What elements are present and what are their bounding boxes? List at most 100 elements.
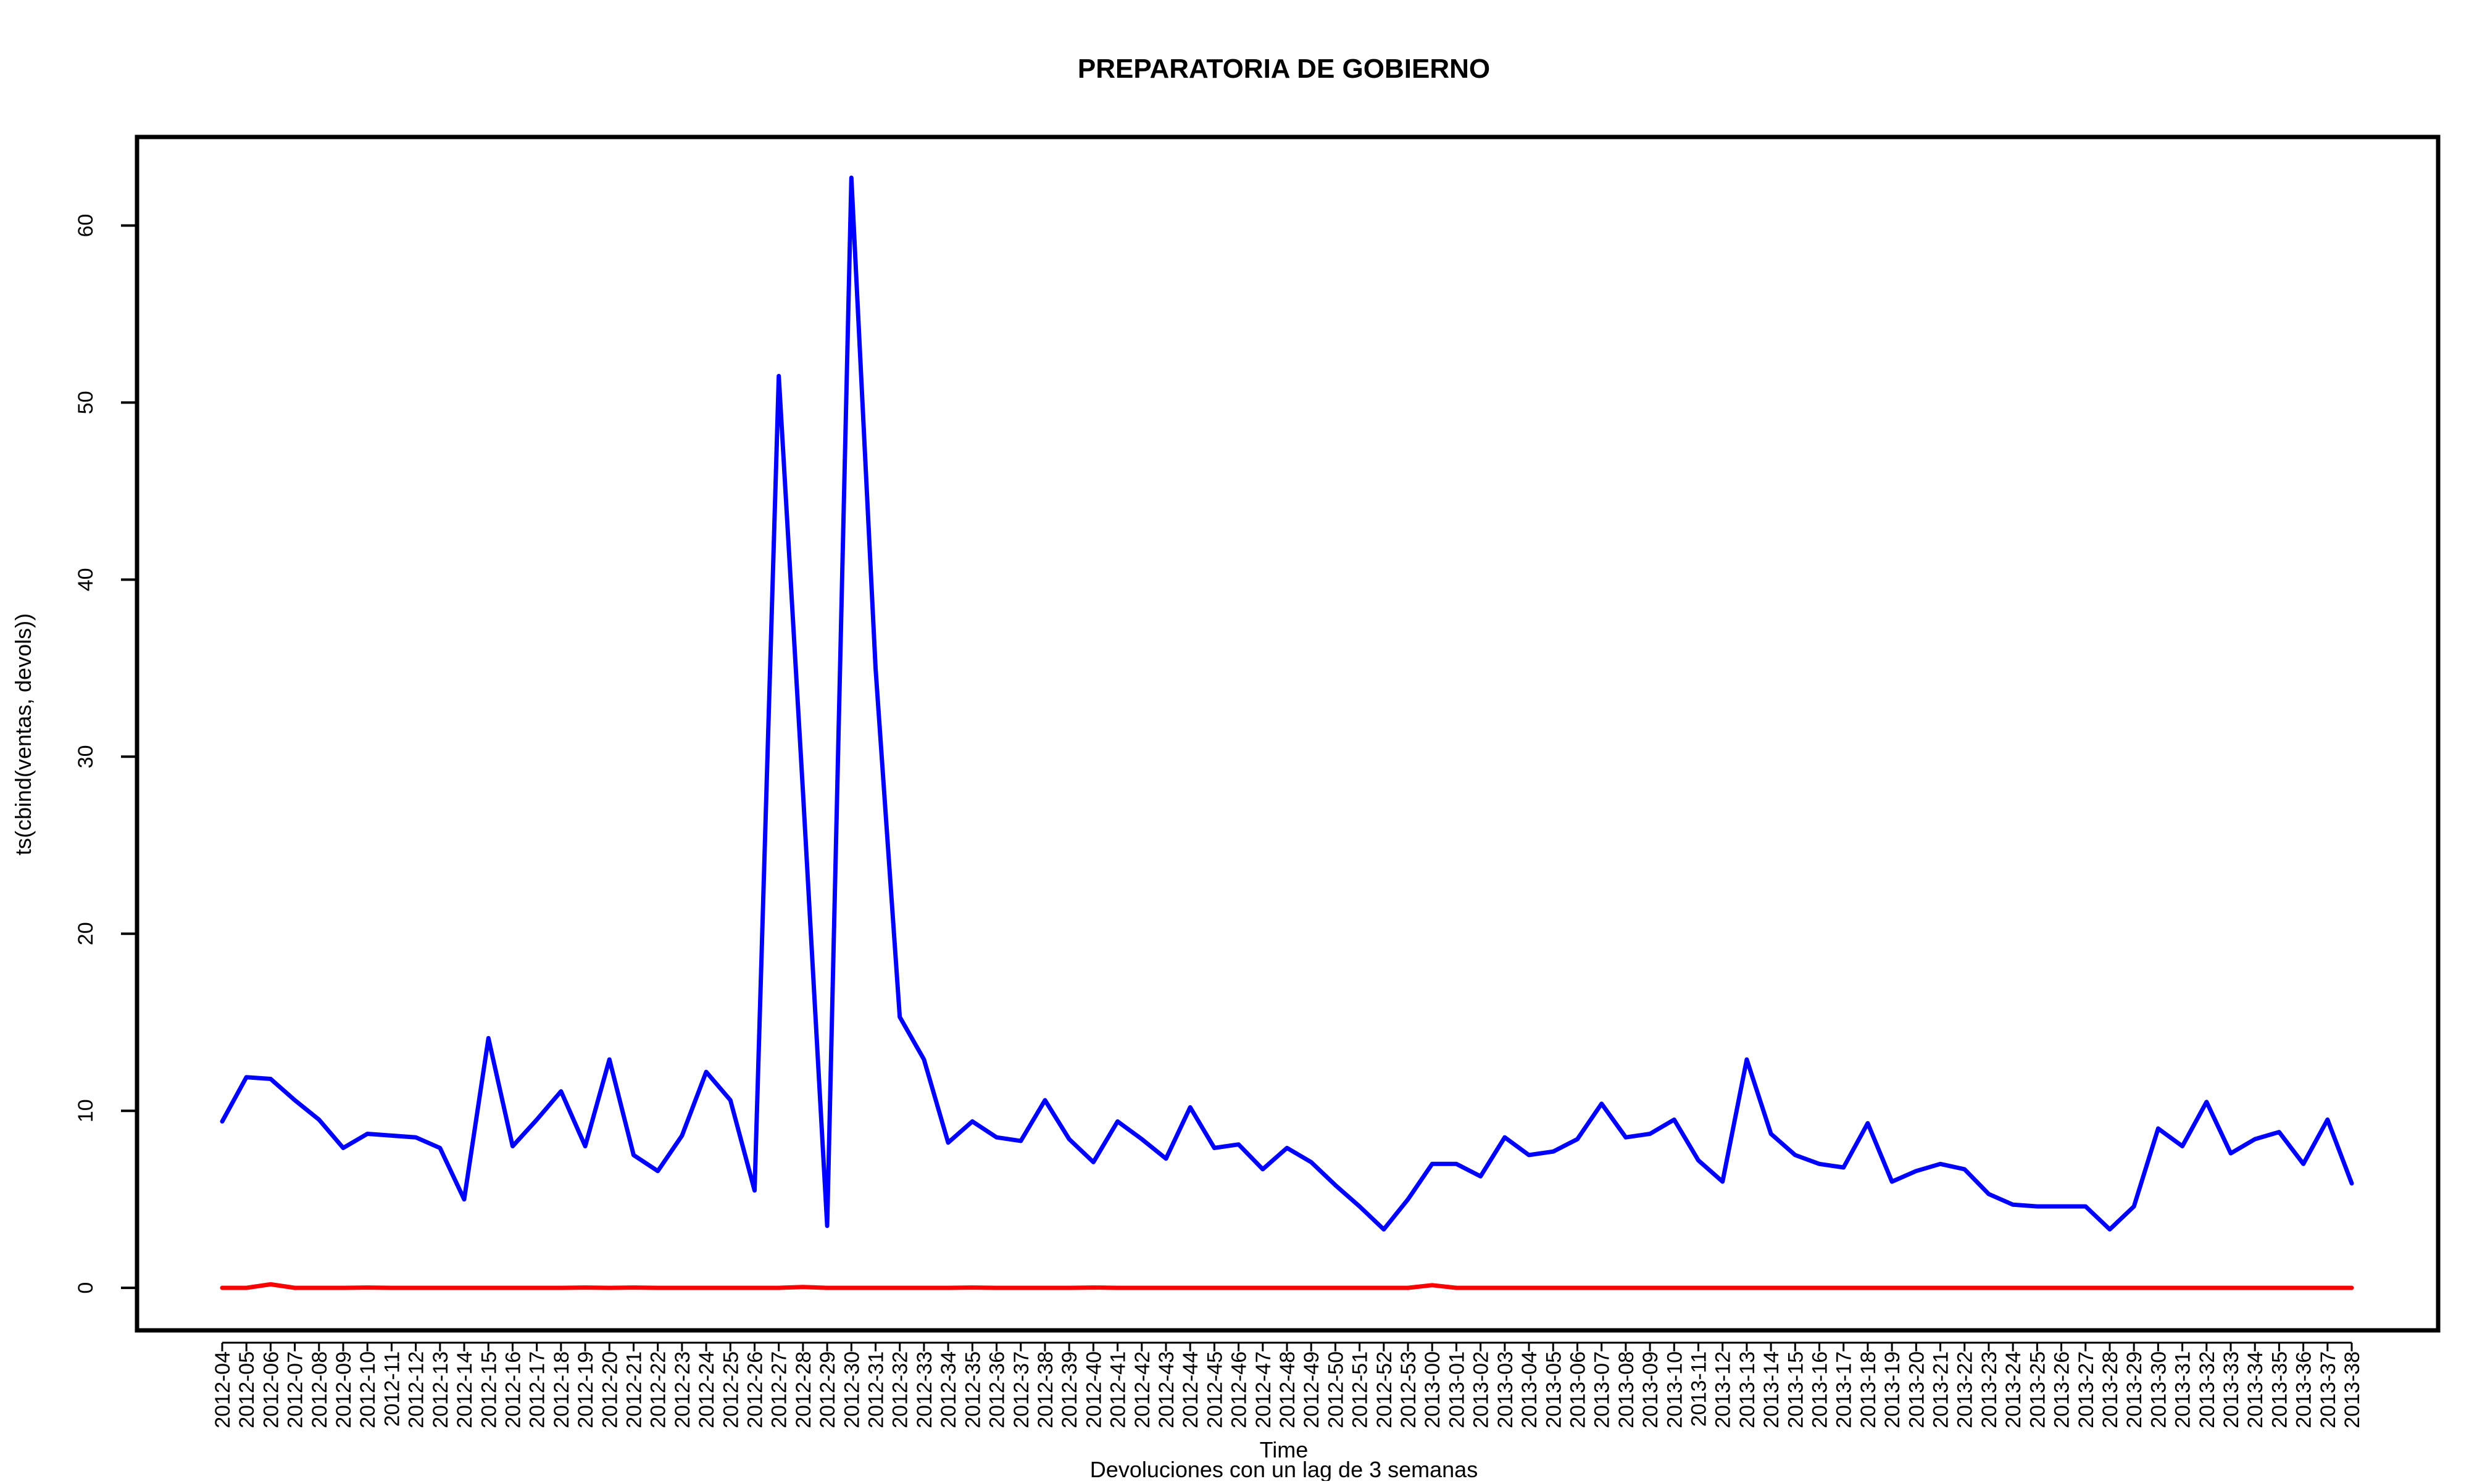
x-tick-label: 2012-08	[308, 1351, 331, 1428]
y-tick-label: 30	[74, 745, 98, 768]
x-tick-label: 2012-07	[284, 1351, 307, 1428]
x-tick-label: 2013-19	[1881, 1351, 1904, 1428]
y-axis: 0 10 20 30 40 50 60	[74, 214, 137, 1294]
x-tick-label: 2013-23	[1978, 1351, 2001, 1428]
x-tick-label: 2012-10	[356, 1351, 380, 1428]
x-tick-label: 2012-34	[937, 1351, 960, 1428]
x-tick-label: 2013-28	[2099, 1351, 2122, 1428]
x-tick-label: 2013-26	[2051, 1351, 2074, 1428]
y-tick-label: 10	[74, 1099, 98, 1122]
x-tick-label: 2012-06	[259, 1351, 283, 1428]
x-tick-label: 2012-22	[647, 1351, 670, 1428]
x-tick-label: 2012-48	[1276, 1351, 1299, 1428]
x-tick-label: 2012-37	[1010, 1351, 1033, 1428]
x-tick-label: 2013-16	[1809, 1351, 1832, 1428]
x-tick-label: 2013-33	[2220, 1351, 2243, 1428]
x-tick-label: 2013-25	[2026, 1351, 2049, 1428]
series-line-1	[220, 175, 2354, 1232]
x-tick-label: 2012-29	[816, 1351, 839, 1428]
x-tick-label: 2012-50	[1324, 1351, 1347, 1428]
x-tick-label: 2012-18	[550, 1351, 573, 1428]
x-tick-label: 2012-35	[961, 1351, 985, 1428]
x-tick-label: 2013-10	[1663, 1351, 1686, 1428]
chart-caption: Devoluciones con un lag de 3 semanas	[1090, 1457, 1478, 1481]
x-tick-label: 2013-31	[2171, 1351, 2195, 1428]
x-tick-label: 2012-45	[1203, 1351, 1226, 1428]
x-tick-label: 2012-15	[477, 1351, 501, 1428]
x-tick-label: 2012-09	[332, 1351, 356, 1428]
x-tick-label: 2013-01	[1445, 1351, 1468, 1428]
x-tick-label: 2013-11	[1687, 1351, 1710, 1427]
y-axis-label: ts(cbind(ventas, devols))	[10, 613, 36, 855]
x-tick-label: 2012-20	[598, 1351, 622, 1428]
x-tick-label: 2012-28	[792, 1351, 815, 1428]
x-axis: 2012-04 2012-05 2012-06 2012-07 2012-08 2012-…	[211, 1341, 2364, 1428]
x-tick-label: 2013-30	[2147, 1351, 2170, 1428]
x-tick-label: 2012-32	[889, 1351, 912, 1428]
x-tick-label: 2012-40	[1082, 1351, 1105, 1428]
x-tick-label: 2013-37	[2317, 1351, 2340, 1428]
x-tick-label: 2013-18	[1857, 1351, 1880, 1428]
x-tick-label: 2012-47	[1252, 1351, 1275, 1428]
y-tick-label: 0	[74, 1282, 98, 1294]
x-tick-label: 2013-08	[1615, 1351, 1638, 1428]
x-tick-label: 2012-21	[622, 1351, 646, 1428]
x-tick-label: 2012-36	[986, 1351, 1009, 1428]
x-tick-label: 2012-14	[453, 1351, 477, 1428]
x-tick-label: 2012-52	[1373, 1351, 1396, 1428]
plot-frame	[135, 135, 2441, 1333]
x-tick-label: 2012-25	[719, 1351, 743, 1428]
x-tick-label: 2013-32	[2196, 1351, 2219, 1428]
x-tick-label: 2012-33	[913, 1351, 936, 1428]
x-tick-label: 2013-14	[1760, 1351, 1783, 1428]
x-tick-label: 2012-16	[501, 1351, 525, 1428]
x-tick-label: 2013-20	[1905, 1351, 1928, 1428]
x-tick-label: 2012-43	[1155, 1351, 1178, 1428]
x-tick-label: 2013-17	[1833, 1351, 1856, 1428]
x-tick-label: 2013-06	[1566, 1351, 1589, 1428]
x-tick-label: 2012-11	[380, 1351, 404, 1427]
x-tick-label: 2013-36	[2292, 1351, 2316, 1428]
x-tick-label: 2012-24	[695, 1351, 718, 1428]
series-line-2	[220, 1282, 2354, 1290]
x-tick-label: 2012-05	[235, 1351, 259, 1428]
series-layer	[220, 175, 2354, 1290]
x-tick-label: 2012-51	[1349, 1351, 1372, 1428]
x-tick-label: 2012-44	[1179, 1351, 1202, 1428]
x-tick-label: 2012-49	[1300, 1351, 1323, 1428]
x-tick-label: 2013-12	[1712, 1351, 1735, 1428]
y-tick-label: 20	[74, 922, 98, 945]
x-tick-label: 2013-21	[1930, 1351, 1953, 1428]
x-tick-label: 2012-53	[1397, 1351, 1420, 1428]
chart-title: PREPARATORIA DE GOBIERNO	[1078, 54, 1490, 84]
y-tick-label: 60	[74, 214, 98, 238]
x-tick-label: 2012-30	[840, 1351, 864, 1428]
x-tick-label: 2012-17	[526, 1351, 549, 1428]
x-tick-label: 2013-05	[1542, 1351, 1565, 1428]
x-tick-label: 2013-15	[1784, 1351, 1807, 1428]
x-tick-label: 2013-03	[1494, 1351, 1517, 1428]
x-tick-label: 2012-04	[211, 1351, 235, 1428]
x-tick-label: 2013-04	[1518, 1351, 1541, 1428]
x-tick-label: 2012-26	[744, 1351, 767, 1428]
x-tick-label: 2013-00	[1421, 1351, 1444, 1428]
x-tick-label: 2013-07	[1591, 1351, 1614, 1428]
y-tick-label: 50	[74, 391, 98, 415]
x-tick-label: 2012-39	[1058, 1351, 1081, 1428]
x-tick-label: 2013-27	[2075, 1351, 2098, 1428]
x-tick-label: 2013-29	[2123, 1351, 2146, 1428]
x-tick-label: 2012-46	[1228, 1351, 1251, 1428]
x-tick-label: 2013-02	[1470, 1351, 1493, 1428]
x-tick-label: 2013-13	[1736, 1351, 1759, 1428]
x-tick-label: 2012-41	[1107, 1351, 1130, 1428]
x-tick-label: 2012-23	[671, 1351, 694, 1428]
x-tick-label: 2013-22	[1954, 1351, 1977, 1428]
x-tick-label: 2012-38	[1034, 1351, 1057, 1428]
x-tick-label: 2012-13	[429, 1351, 452, 1428]
x-tick-label: 2012-19	[574, 1351, 597, 1428]
x-tick-label: 2012-31	[865, 1351, 888, 1428]
x-tick-label: 2013-35	[2268, 1351, 2291, 1428]
